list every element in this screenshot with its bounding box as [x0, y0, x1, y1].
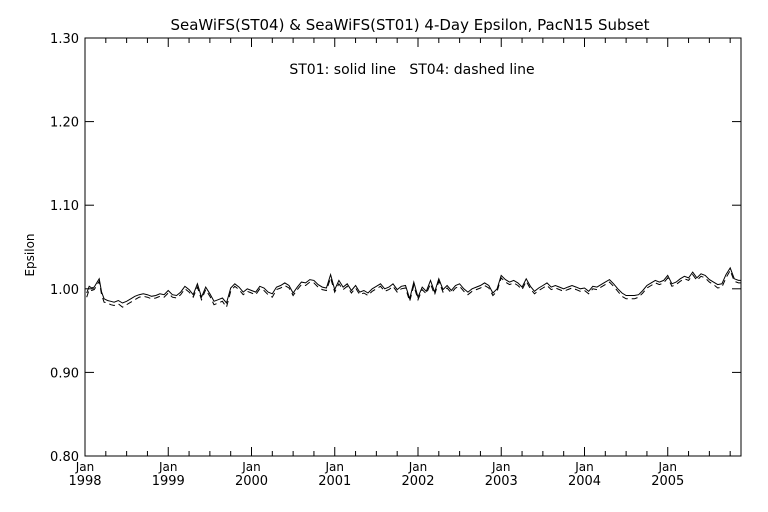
x-tick-year-label: 2000 — [235, 474, 268, 489]
x-tick-year-label: 2001 — [318, 474, 351, 489]
y-tick-label: 1.10 — [50, 199, 79, 214]
x-tick-month-label: Jan — [324, 460, 344, 474]
x-tick-year-label: 1998 — [68, 474, 101, 489]
x-tick-month-label: Jan — [408, 460, 428, 474]
series-line-st04 — [86, 269, 741, 309]
x-tick-month-label: Jan — [491, 460, 511, 474]
y-axis-label: Epsilon — [23, 233, 37, 276]
y-tick-label: 1.00 — [50, 283, 79, 298]
y-tick-label: 1.30 — [50, 32, 79, 47]
x-tick-year-label: 2003 — [485, 474, 518, 489]
x-axis: Jan1998Jan1999Jan2000Jan2001Jan2002Jan20… — [68, 38, 731, 489]
x-tick-month-label: Jan — [574, 460, 594, 474]
x-tick-month-label: Jan — [75, 460, 95, 474]
x-tick-year-label: 2004 — [568, 474, 601, 489]
chart-annotation: ST01: solid line ST04: dashed line — [289, 62, 534, 78]
x-tick-month-label: Jan — [657, 460, 677, 474]
x-tick-month-label: Jan — [241, 460, 261, 474]
x-tick-year-label: 2002 — [401, 474, 434, 489]
plot-frame — [84, 37, 742, 457]
y-tick-label: 1.20 — [50, 116, 79, 131]
y-tick-label: 0.90 — [50, 366, 79, 381]
x-tick-year-label: 1999 — [152, 474, 185, 489]
y-axis: 0.80 0.90 1.00 1.10 1.20 1.30 — [50, 32, 741, 465]
x-tick-month-label: Jan — [158, 460, 178, 474]
chart-title: SeaWiFS(ST04) & SeaWiFS(ST01) 4-Day Epsi… — [170, 16, 649, 34]
y-tick-label: 0.80 — [50, 450, 79, 465]
x-tick-year-label: 2005 — [651, 474, 684, 489]
series-line-st01 — [86, 266, 741, 305]
series-layer — [86, 266, 741, 309]
